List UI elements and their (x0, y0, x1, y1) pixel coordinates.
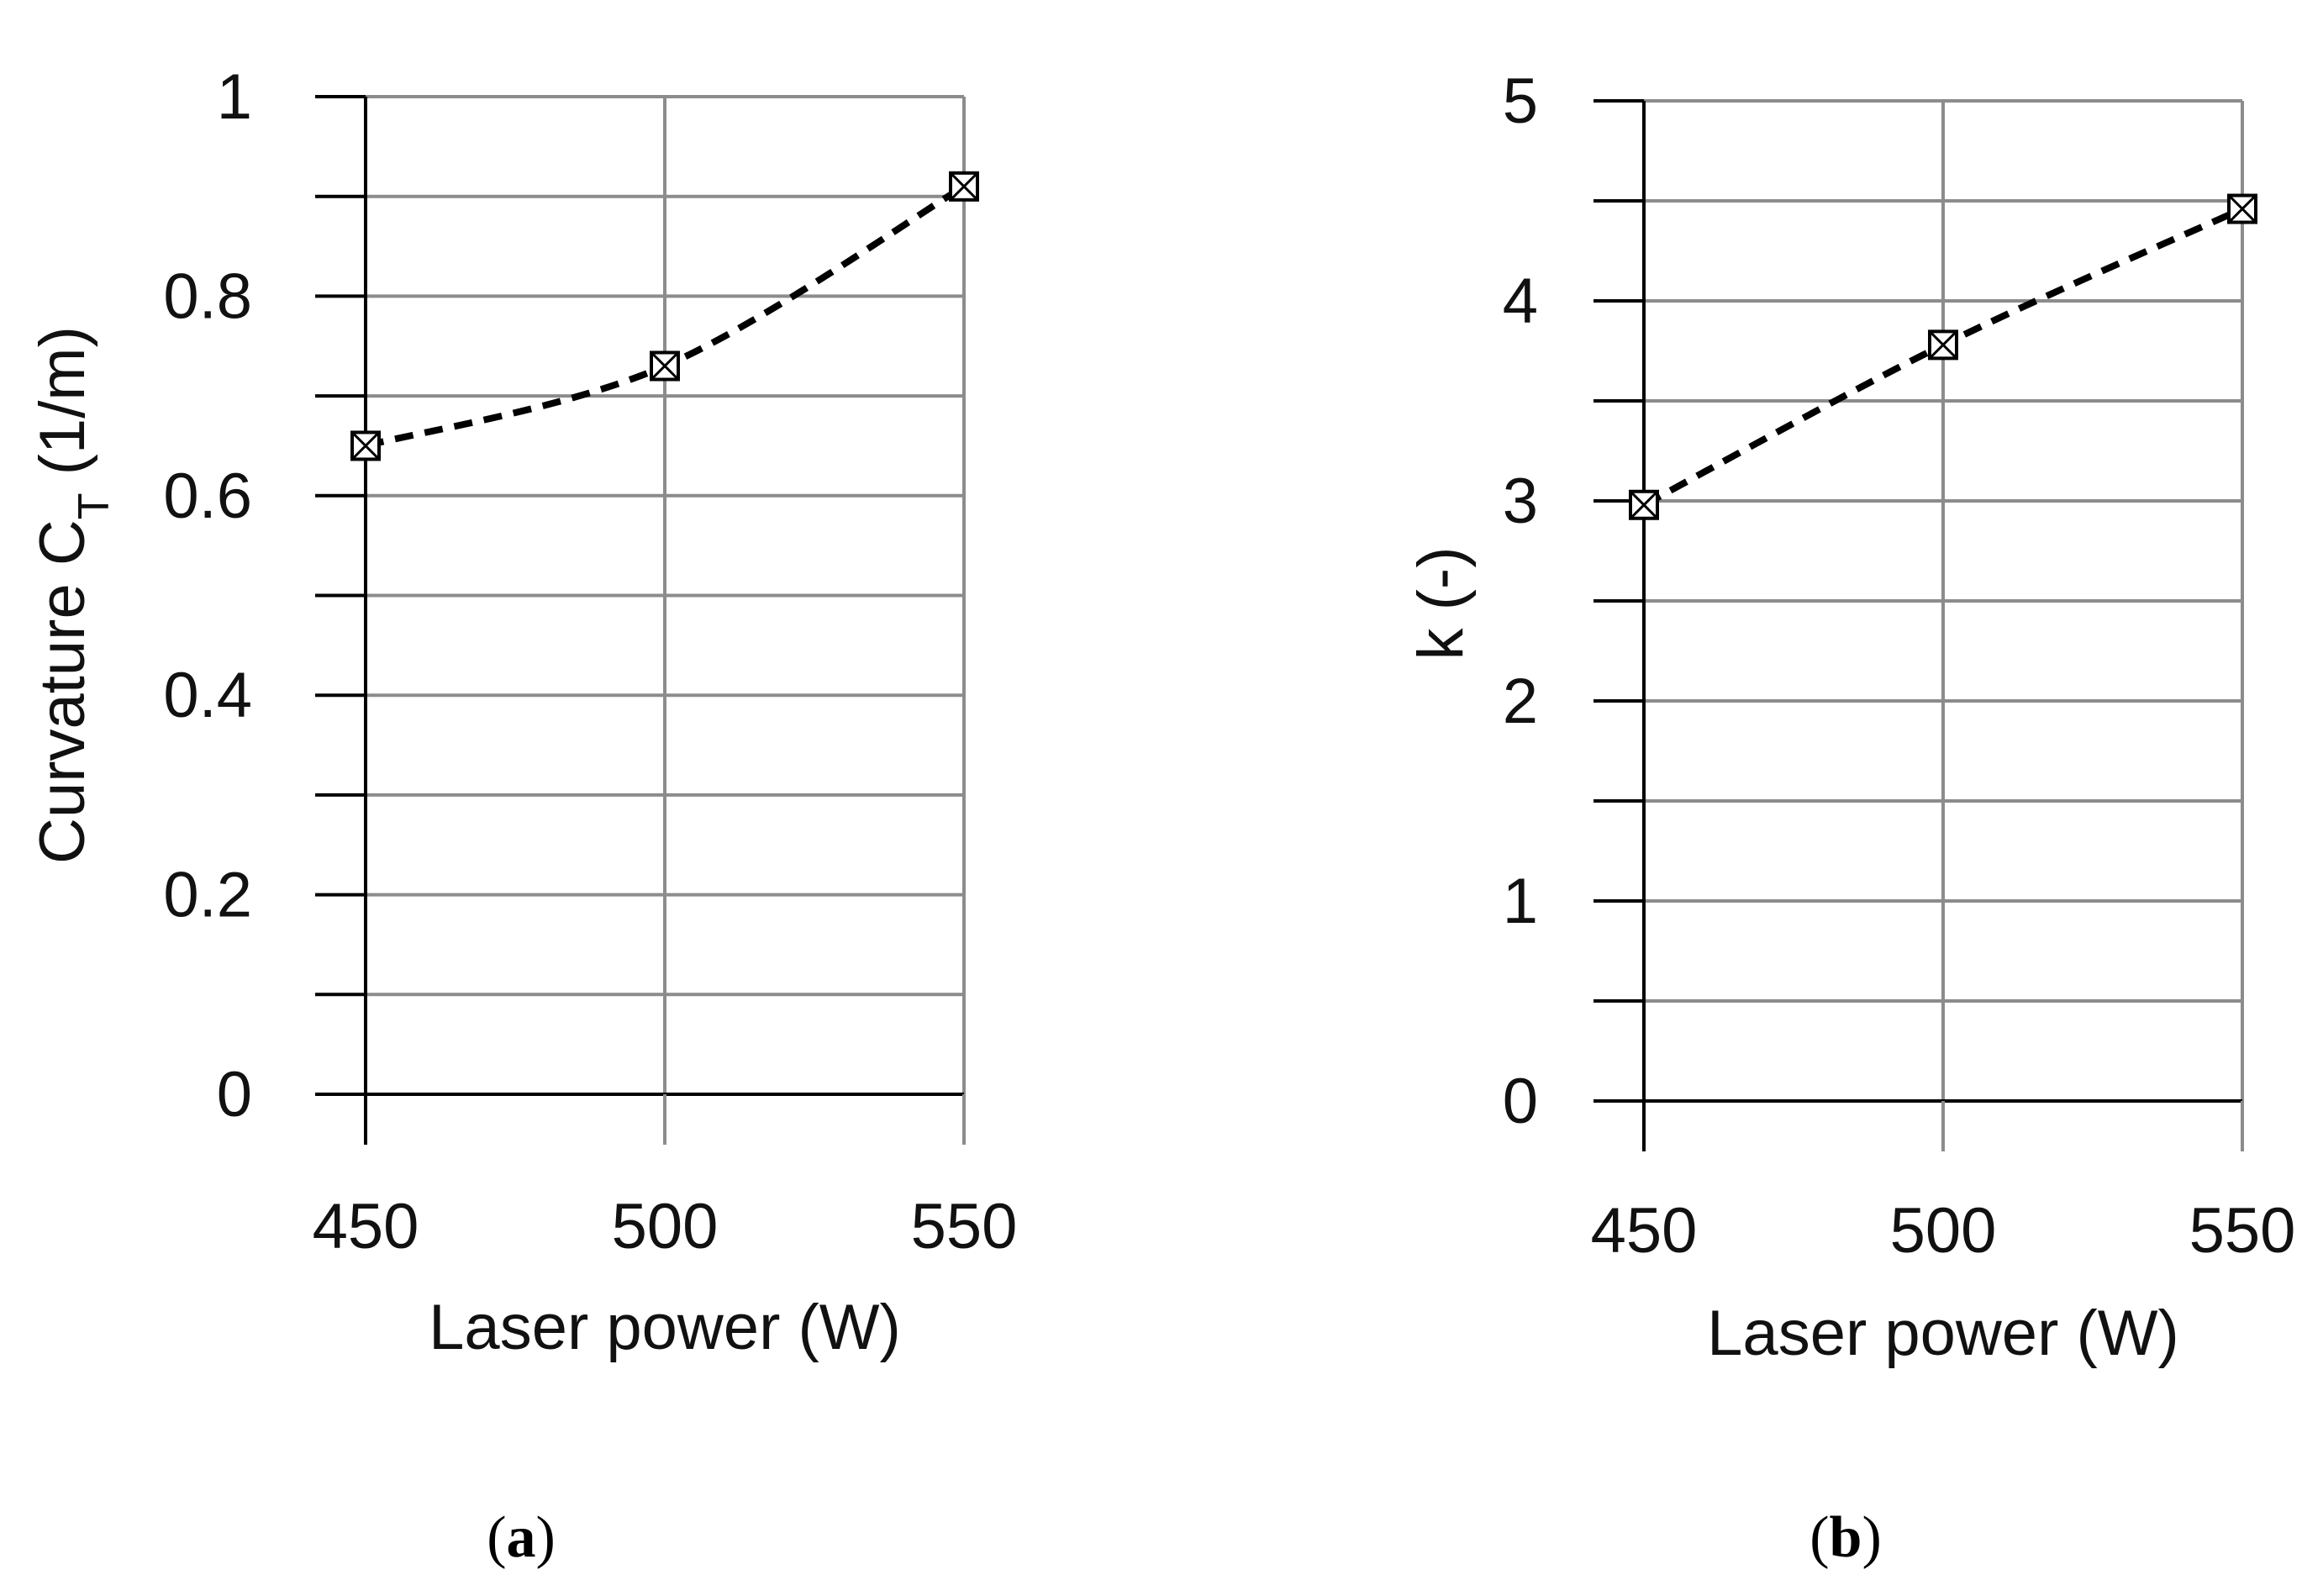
x-axis-title: Laser power (W) (429, 1292, 901, 1363)
y-tick-label: 0.8 (163, 261, 252, 332)
x-tick-label: 550 (2189, 1195, 2296, 1267)
y-tick-label: 5 (1503, 66, 1538, 137)
y-tick-label: 0.2 (163, 860, 252, 931)
marker-cross (1629, 490, 1659, 519)
data-point-marker (350, 430, 381, 461)
data-point-marker (2227, 193, 2257, 224)
y-axis-title: k (-) (1405, 546, 1477, 660)
x-tick-label: 500 (1890, 1195, 1997, 1267)
marker-cross (1928, 330, 1958, 360)
marker-cross (2227, 194, 2257, 224)
data-point-marker (650, 350, 680, 382)
marker-cross (949, 171, 979, 201)
y-tick-label: 0 (1503, 1066, 1538, 1137)
x-tick-label: 450 (313, 1191, 419, 1262)
panel-label: (b) (1809, 1505, 1882, 1570)
panel-label: (a) (487, 1505, 556, 1570)
y-tick-label: 0.4 (163, 660, 252, 731)
marker-cross (650, 351, 680, 381)
y-tick-label: 2 (1503, 666, 1538, 737)
x-tick-label: 500 (612, 1191, 719, 1262)
marker-cross (350, 431, 381, 461)
x-tick-label: 550 (911, 1191, 1018, 1262)
data-point-marker (949, 171, 979, 202)
y-tick-label: 0.6 (163, 461, 252, 532)
y-tick-label: 1 (1503, 866, 1538, 937)
data-point-marker (1928, 329, 1958, 361)
x-tick-label: 450 (1591, 1195, 1698, 1267)
x-axis-title: Laser power (W) (1707, 1298, 2179, 1369)
y-tick-label: 0 (217, 1059, 252, 1130)
data-point-marker (1629, 489, 1659, 520)
y-axis-title: Curvature CT (1/m) (27, 326, 119, 864)
y-tick-label: 3 (1503, 466, 1538, 537)
y-tick-label: 1 (217, 61, 252, 133)
y-tick-label: 4 (1503, 266, 1538, 337)
